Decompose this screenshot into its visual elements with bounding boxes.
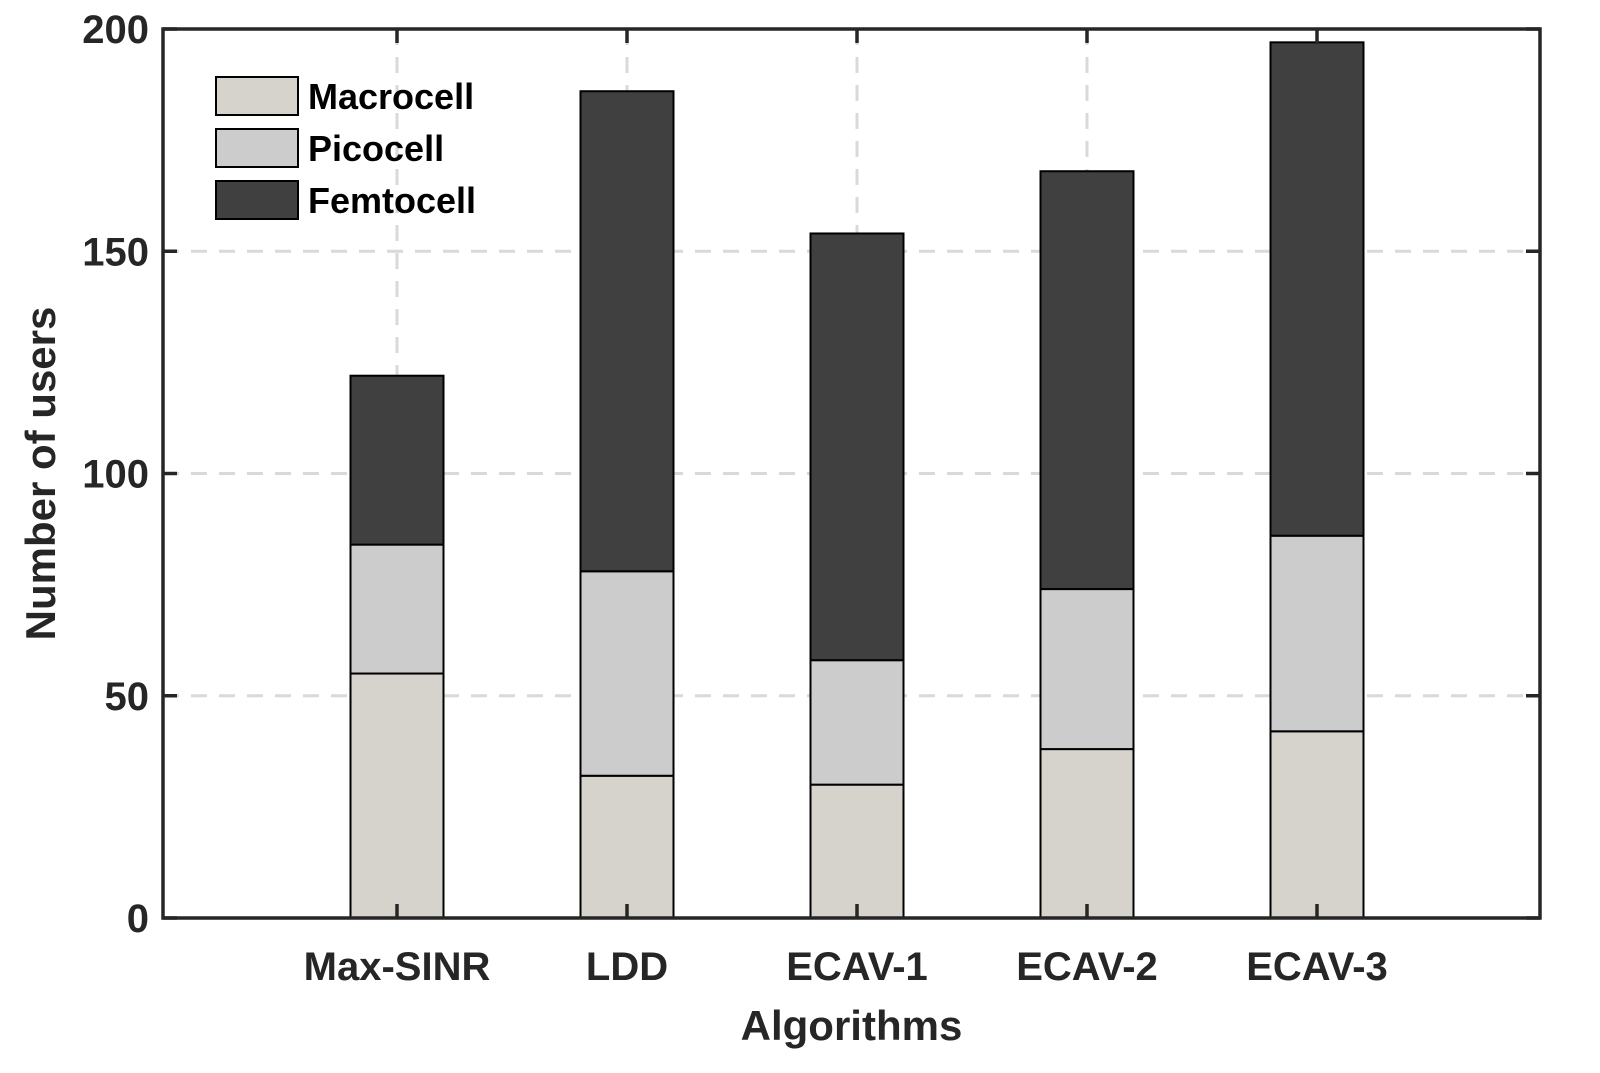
bar-femtocell-max-sinr	[349, 374, 445, 546]
bar-stacks	[349, 41, 1365, 920]
x-tick-label: ECAV-1	[786, 945, 928, 989]
bar-femtocell-ecav-2	[1039, 170, 1135, 591]
legend: Macrocell Picocell Femtocell	[215, 76, 476, 221]
bar-stack-max-sinr	[349, 374, 445, 920]
legend-swatch	[215, 76, 299, 116]
legend-item-femtocell: Femtocell	[215, 180, 476, 221]
y-tick-label: 50	[105, 675, 150, 719]
x-tick-label: ECAV-2	[1016, 945, 1158, 989]
bar-stack-ldd	[579, 90, 675, 920]
bar-picocell-ecav-1	[809, 659, 905, 786]
bar-femtocell-ldd	[579, 90, 675, 573]
x-tick-labels: Max-SINR LDD ECAV-1 ECAV-2 ECAV-3	[304, 945, 1388, 989]
legend-swatch	[215, 180, 299, 220]
bar-stack-ecav-3	[1269, 41, 1365, 919]
x-tick-label: Max-SINR	[304, 945, 491, 989]
legend-item-picocell: Picocell	[215, 128, 444, 169]
y-tick-label: 0	[127, 897, 149, 941]
y-tick-label: 100	[82, 453, 149, 497]
bar-stack-ecav-2	[1039, 170, 1135, 920]
legend-label: Macrocell	[308, 76, 474, 117]
bar-macrocell-ecav-3	[1269, 730, 1365, 919]
y-tick-label: 150	[82, 230, 149, 274]
bar-picocell-ldd	[579, 570, 675, 777]
legend-swatch	[215, 128, 299, 168]
x-axis-title: Algorithms	[741, 1002, 963, 1049]
bar-stack-ecav-1	[809, 232, 905, 920]
bar-picocell-ecav-2	[1039, 588, 1135, 751]
y-tick-labels: 0 50 100 150 200	[82, 8, 149, 941]
bar-femtocell-ecav-3	[1269, 41, 1365, 537]
bar-picocell-ecav-3	[1269, 534, 1365, 733]
bar-macrocell-ecav-1	[809, 783, 905, 920]
x-tick-label: LDD	[586, 945, 668, 989]
y-tick-label: 200	[82, 8, 149, 52]
legend-label: Picocell	[308, 128, 444, 169]
legend-item-macrocell: Macrocell	[215, 76, 474, 117]
y-axis-title: Number of users	[17, 307, 64, 641]
bar-femtocell-ecav-1	[809, 232, 905, 662]
bar-macrocell-ldd	[579, 774, 675, 920]
tick-marks	[163, 27, 1540, 920]
x-tick-label: ECAV-3	[1246, 945, 1388, 989]
bar-picocell-max-sinr	[349, 543, 445, 675]
bar-macrocell-max-sinr	[349, 672, 445, 920]
bar-macrocell-ecav-2	[1039, 748, 1135, 920]
legend-label: Femtocell	[308, 180, 476, 221]
